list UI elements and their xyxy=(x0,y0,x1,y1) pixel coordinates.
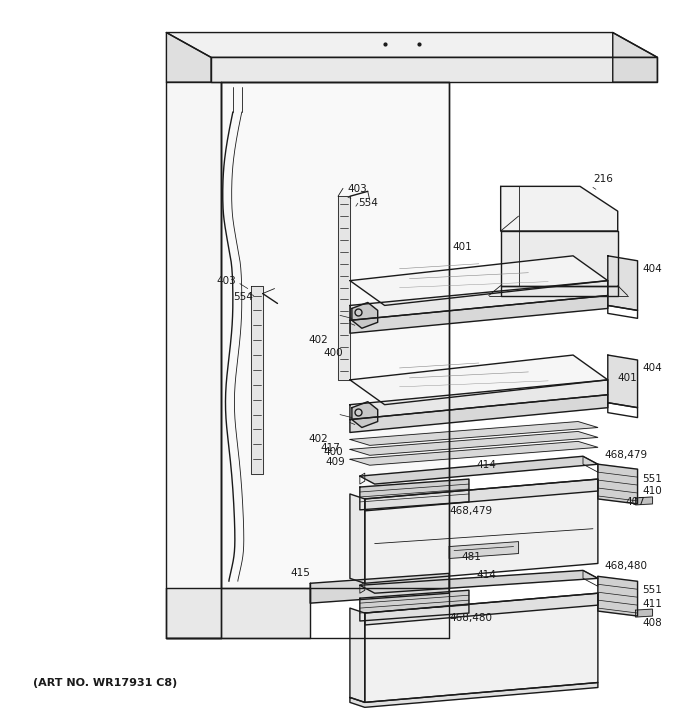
Text: 468,480: 468,480 xyxy=(449,613,492,623)
Text: 401: 401 xyxy=(617,373,637,383)
Text: 468,480: 468,480 xyxy=(605,561,648,571)
Polygon shape xyxy=(608,256,638,310)
Text: 216: 216 xyxy=(593,175,613,184)
Polygon shape xyxy=(350,380,608,420)
Polygon shape xyxy=(251,286,262,474)
Text: 409: 409 xyxy=(325,457,345,467)
Polygon shape xyxy=(350,355,608,405)
Polygon shape xyxy=(500,286,617,296)
Polygon shape xyxy=(613,33,658,82)
Text: 402: 402 xyxy=(308,434,328,444)
Polygon shape xyxy=(350,256,608,305)
Text: 415: 415 xyxy=(290,568,310,579)
Polygon shape xyxy=(364,593,598,703)
Polygon shape xyxy=(350,421,598,445)
Polygon shape xyxy=(636,609,652,617)
Text: 408: 408 xyxy=(643,618,662,628)
Text: 551: 551 xyxy=(643,474,662,484)
Polygon shape xyxy=(167,33,211,82)
Polygon shape xyxy=(350,431,598,455)
Polygon shape xyxy=(352,302,377,328)
Polygon shape xyxy=(167,82,221,638)
Polygon shape xyxy=(364,479,598,584)
Polygon shape xyxy=(608,355,638,407)
Text: 403: 403 xyxy=(348,184,368,194)
Text: 400: 400 xyxy=(323,348,343,358)
Text: 404: 404 xyxy=(643,363,662,373)
Polygon shape xyxy=(598,464,638,504)
Text: 401: 401 xyxy=(452,242,472,252)
Polygon shape xyxy=(350,608,364,703)
Text: 481: 481 xyxy=(461,552,481,561)
Polygon shape xyxy=(352,402,377,428)
Polygon shape xyxy=(350,682,598,708)
Polygon shape xyxy=(360,590,469,621)
Polygon shape xyxy=(360,571,598,593)
Polygon shape xyxy=(350,296,608,334)
Text: 403: 403 xyxy=(216,276,236,286)
Text: 404: 404 xyxy=(643,264,662,274)
Polygon shape xyxy=(310,573,449,603)
Text: 414: 414 xyxy=(477,571,497,580)
Polygon shape xyxy=(360,479,469,510)
Polygon shape xyxy=(350,494,364,584)
Polygon shape xyxy=(167,588,310,638)
Text: 402: 402 xyxy=(308,335,328,345)
Text: (ART NO. WR17931 C8): (ART NO. WR17931 C8) xyxy=(33,678,177,687)
Polygon shape xyxy=(167,33,658,57)
Polygon shape xyxy=(221,82,449,588)
Text: 407: 407 xyxy=(626,497,645,507)
Polygon shape xyxy=(364,593,598,625)
Polygon shape xyxy=(500,186,617,231)
Text: 554: 554 xyxy=(233,291,253,302)
Text: 410: 410 xyxy=(643,486,662,496)
Text: 468,479: 468,479 xyxy=(605,450,648,460)
Polygon shape xyxy=(350,442,598,465)
Text: 411: 411 xyxy=(643,599,662,609)
Text: 468,479: 468,479 xyxy=(449,506,492,516)
Polygon shape xyxy=(598,576,638,616)
Polygon shape xyxy=(211,57,658,82)
Text: 414: 414 xyxy=(477,460,497,471)
Text: 554: 554 xyxy=(358,198,377,208)
Polygon shape xyxy=(350,394,608,432)
Polygon shape xyxy=(500,231,617,286)
Text: 400: 400 xyxy=(323,447,343,457)
Polygon shape xyxy=(350,281,608,320)
Polygon shape xyxy=(364,479,598,511)
Polygon shape xyxy=(449,542,519,558)
Polygon shape xyxy=(636,497,652,505)
Polygon shape xyxy=(360,456,598,484)
Text: 551: 551 xyxy=(643,585,662,595)
Polygon shape xyxy=(338,196,350,380)
Text: 417: 417 xyxy=(320,443,340,453)
